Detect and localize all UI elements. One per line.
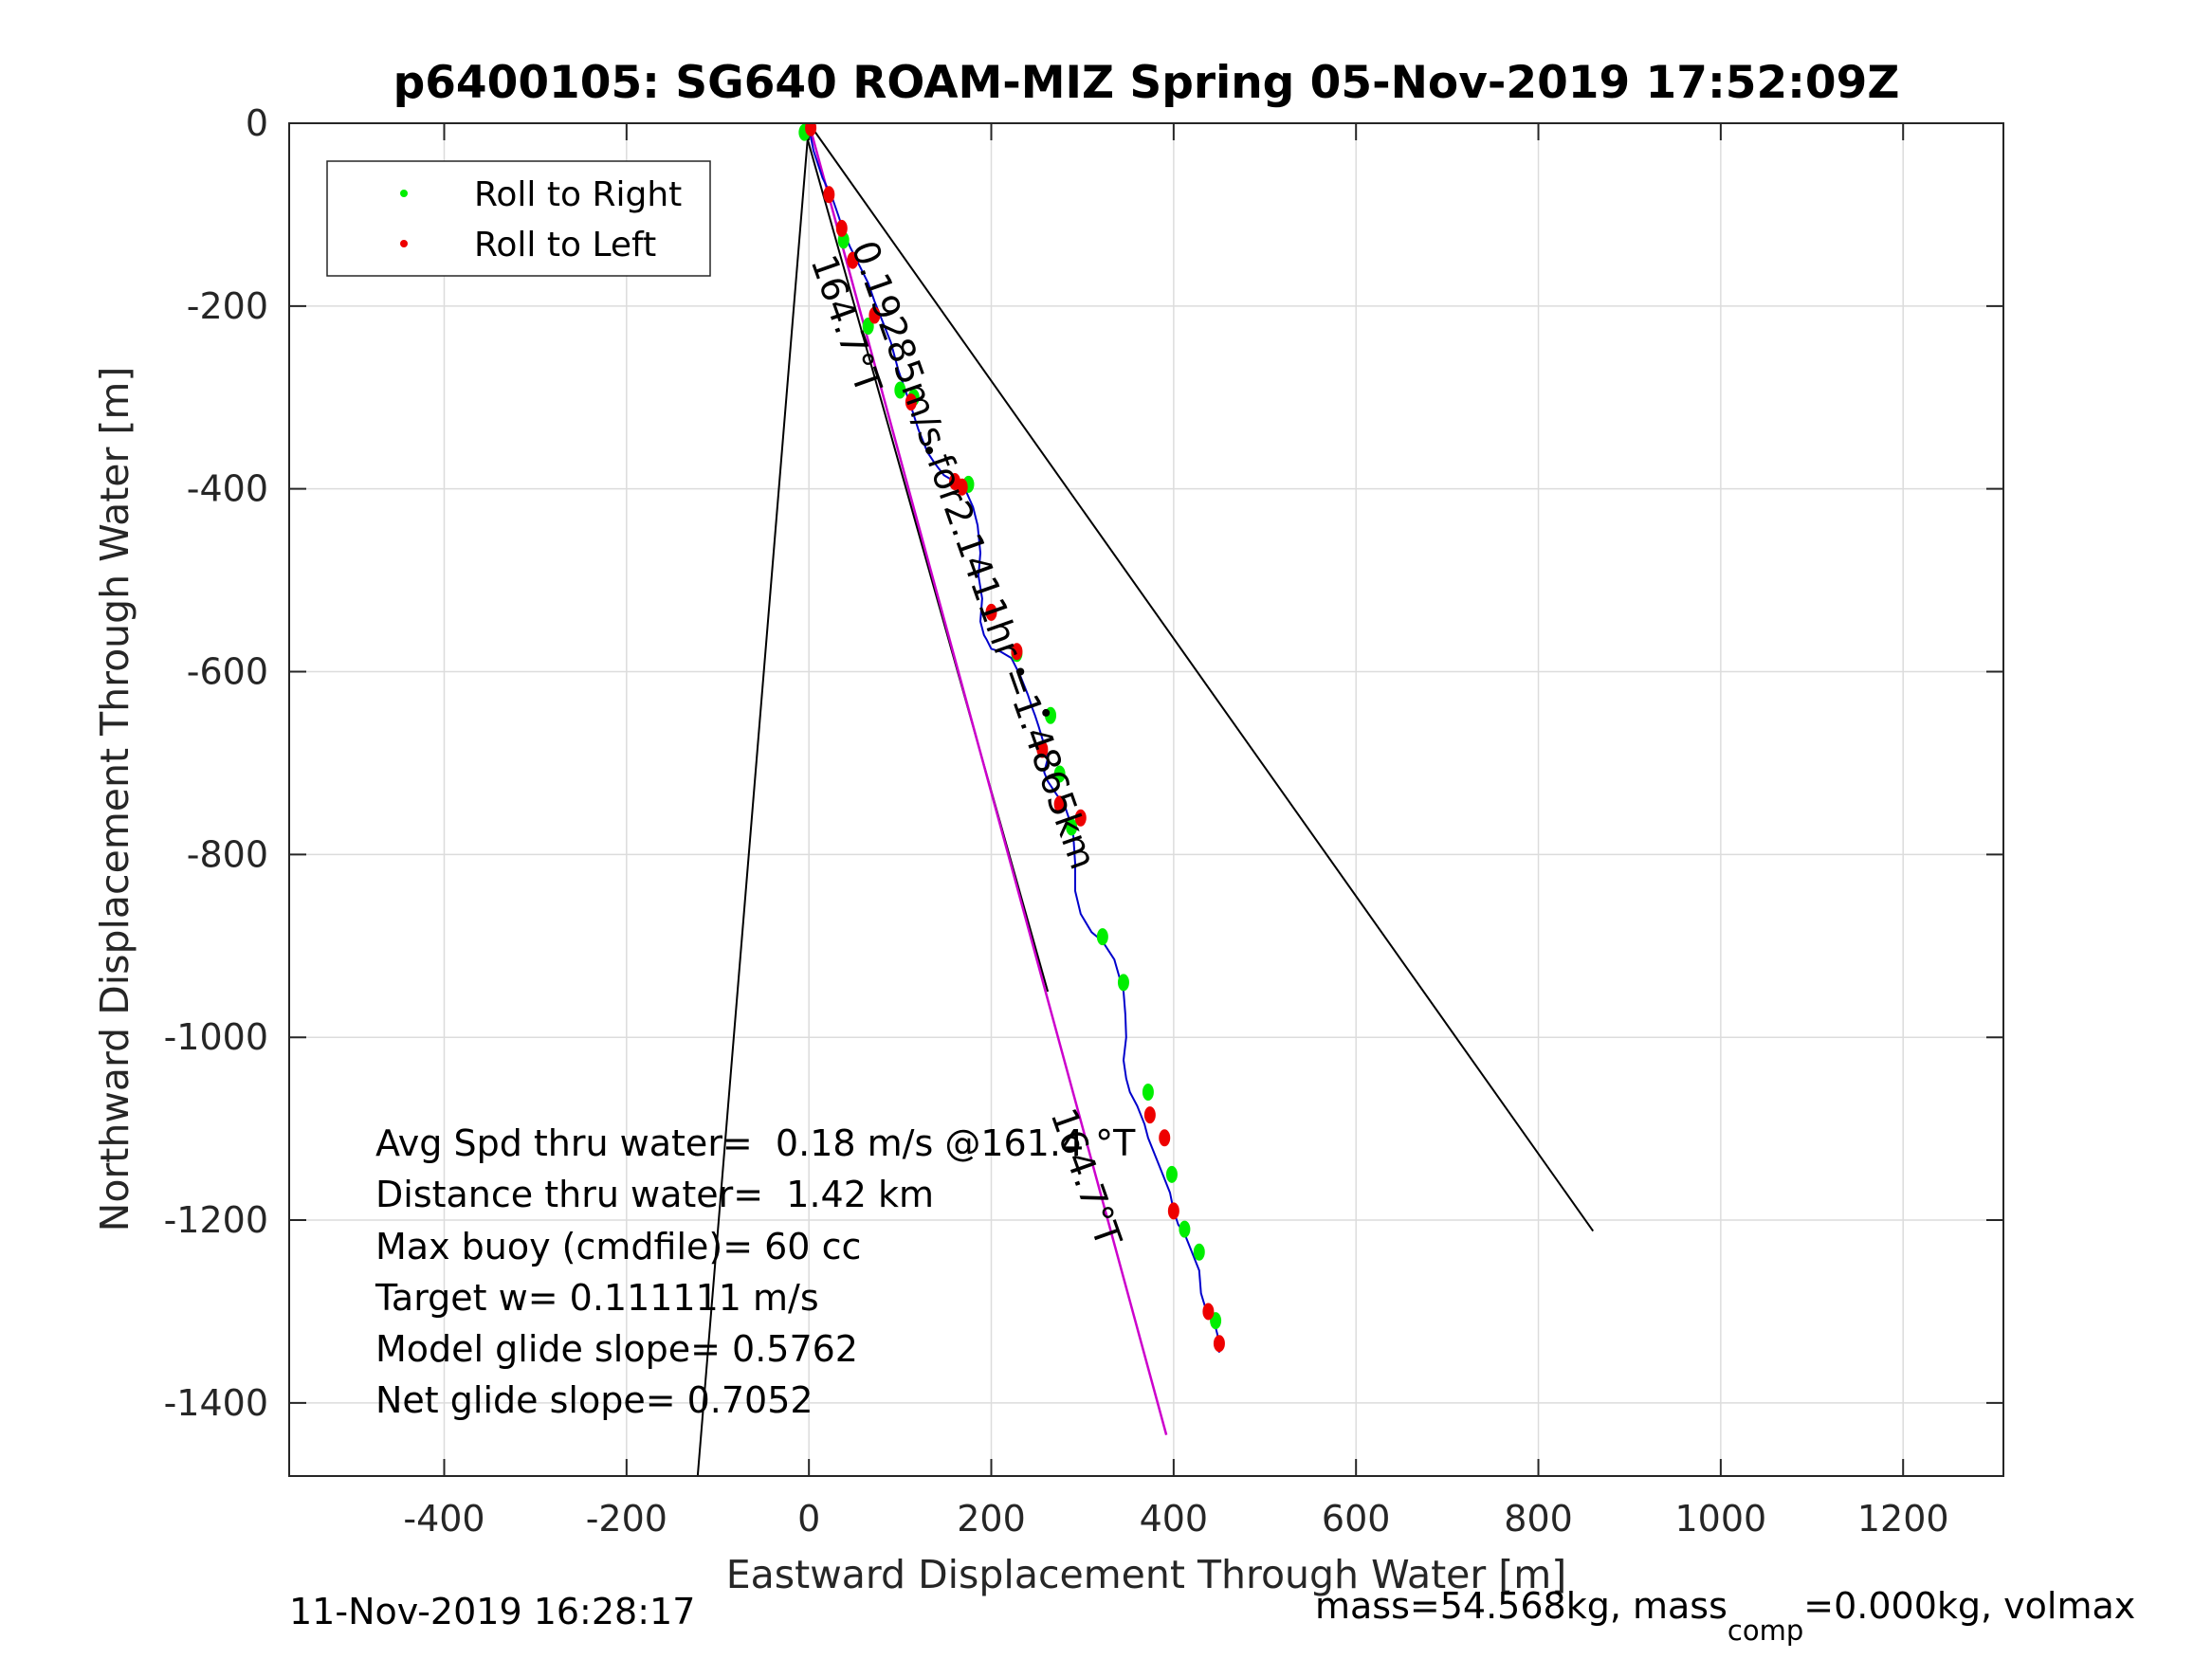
- x-axis-label: Eastward Displacement Through Water [m]: [726, 1552, 1566, 1597]
- y-axis-label: Northward Displacement Through Water [m]: [92, 367, 137, 1232]
- footer-mass-sub: comp: [1728, 1614, 1803, 1647]
- roll-right-marker: [862, 318, 874, 336]
- roll-left-marker: [985, 603, 997, 621]
- cone-left-line: [696, 123, 811, 1476]
- roll-right-marker: [1117, 974, 1129, 992]
- roll-left-marker: [805, 123, 817, 137]
- legend-marker-right: [400, 190, 408, 197]
- roll-left-marker: [1202, 1303, 1215, 1321]
- x-tick-label: 200: [957, 1498, 1026, 1540]
- y-axis-ticks: 0 -200 -400 -600 -800 -1000 -1200 -1400: [164, 102, 2003, 1424]
- grid: [289, 122, 2003, 1476]
- legend: Roll to Right Roll to Left: [326, 160, 711, 277]
- x-tick-label: -400: [403, 1498, 484, 1540]
- stats-block: Avg Spd thru water= 0.18 m/s @161.4 °T D…: [375, 1122, 1136, 1421]
- roll-right-marker: [1096, 928, 1108, 946]
- roll-left-marker: [835, 219, 848, 237]
- roll-right-marker: [1165, 1165, 1178, 1183]
- roll-left-marker: [1143, 1106, 1156, 1124]
- roll-right-marker: [1193, 1243, 1205, 1261]
- waypoint-marker: [925, 447, 934, 455]
- roll-right-marker: [1066, 818, 1078, 836]
- y-tick-label: -1400: [164, 1382, 268, 1424]
- footer-mass-suffix: =0.000kg, volmax: [1803, 1585, 2135, 1627]
- chart-title: p6400105: SG640 ROAM-MIZ Spring 05-Nov-2…: [393, 57, 1900, 109]
- y-tick-label: -400: [187, 468, 268, 510]
- stat-avg-speed: Avg Spd thru water= 0.18 m/s @161.4 °T: [375, 1122, 1136, 1164]
- x-tick-label: 800: [1504, 1498, 1573, 1540]
- stat-max-buoy: Max buoy (cmdfile)= 60 cc: [375, 1226, 861, 1267]
- y-tick-label: 0: [246, 102, 268, 144]
- plot-area: [289, 123, 2003, 1476]
- roll-left-marker: [1213, 1335, 1225, 1353]
- legend-box: [326, 160, 711, 277]
- roll-left-marker: [847, 251, 859, 269]
- x-axis-ticks: -400 -200 0 200 400 600 800 1000 1200: [403, 123, 1949, 1540]
- x-tick-label: 0: [797, 1498, 820, 1540]
- data-layer: [696, 123, 1595, 1476]
- stat-target-w: Target w= 0.111111 m/s: [375, 1277, 819, 1319]
- y-tick-label: -1000: [164, 1016, 268, 1058]
- roll-right-marker: [1053, 765, 1066, 783]
- stat-net-glide: Net glide slope= 0.7052: [375, 1379, 814, 1421]
- waypoint-marker: [1042, 708, 1051, 717]
- x-tick-label: 1200: [1857, 1498, 1949, 1540]
- y-tick-label: -200: [187, 285, 268, 327]
- x-tick-label: -200: [586, 1498, 667, 1540]
- plot-frame: [288, 122, 2004, 1477]
- x-tick-label: 600: [1322, 1498, 1391, 1540]
- footer-mass: mass=54.568kg, masscomp=0.000kg, volmax: [1315, 1585, 2135, 1647]
- roll-left-marker: [823, 186, 835, 204]
- stat-model-glide: Model glide slope= 0.5762: [375, 1328, 858, 1370]
- y-tick-label: -800: [187, 833, 268, 875]
- roll-left-marker: [1159, 1129, 1171, 1147]
- roll-left-marker: [1167, 1202, 1179, 1220]
- footer-timestamp: 11-Nov-2019 16:28:17: [289, 1591, 695, 1632]
- y-tick-label: -600: [187, 651, 268, 693]
- roll-right-marker: [1179, 1220, 1191, 1238]
- x-tick-label: 400: [1140, 1498, 1209, 1540]
- footer-mass-prefix: mass=54.568kg, mass: [1315, 1585, 1728, 1627]
- stat-distance: Distance thru water= 1.42 km: [375, 1174, 934, 1215]
- roll-left-marker: [1011, 643, 1023, 661]
- x-tick-label: 1000: [1675, 1498, 1767, 1540]
- roll-right-marker: [1142, 1084, 1154, 1102]
- cone-right-line: [808, 123, 1595, 1232]
- roll-left-marker: [1074, 809, 1087, 827]
- legend-label-right: Roll to Right: [474, 175, 682, 214]
- roll-left-marker: [868, 306, 881, 324]
- roll-left-marker: [905, 393, 917, 411]
- heading-line: [807, 123, 1168, 1435]
- roll-left-marker: [1053, 795, 1066, 813]
- track-line: [808, 127, 1220, 1353]
- legend-label-left: Roll to Left: [474, 226, 656, 264]
- legend-marker-left: [400, 240, 408, 247]
- roll-right-marker: [894, 381, 906, 399]
- roll-left-marker: [1036, 740, 1049, 758]
- roll-left-marker: [956, 478, 968, 496]
- y-tick-label: -1200: [164, 1199, 268, 1241]
- waypoint-marker: [1016, 667, 1025, 676]
